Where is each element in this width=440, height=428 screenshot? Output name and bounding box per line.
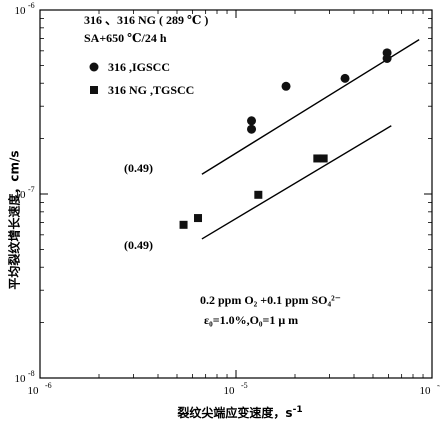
y-tick-label: 10 [15,189,27,201]
y-axis-label: 平均裂纹增长速度，cm/s [7,150,22,290]
y-axis-label-wrap: 平均裂纹增长速度，cm/s [4,120,24,320]
data-point-tgscc [179,220,188,229]
data-point-igscc [247,116,257,126]
data-point-igscc [281,81,291,91]
slope-label-upper: (0.49) [124,161,153,175]
y-tick-label: 10 [15,373,27,385]
legend-marker-square [90,86,98,94]
title-line-2: SA+650 ℃/24 h [84,31,167,45]
x-axis-label-text: 裂纹尖端应变速度， [177,406,286,420]
x-tick-label: 10 [28,385,40,397]
y-tick-exponent: -7 [28,185,35,194]
data-point-igscc [247,124,257,134]
x-axis-unit: s [285,406,293,420]
data-point-igscc [340,73,350,83]
data-point-tgscc [194,214,203,223]
x-tick-exponent: -5 [241,381,248,390]
y-tick-exponent: -6 [28,1,35,10]
legend-marker-circle [89,62,99,72]
title-line-1: 316 、316 NG ( 289 ℃ ) [84,13,208,27]
x-axis-unit-exp: -1 [292,405,303,415]
x-tick-exponent: -4 [437,381,440,390]
condition-line-2: ε₀=1.0%,O₀=1 μ m [204,313,298,327]
x-tick-exponent: -6 [45,381,52,390]
fit-line-igscc [201,39,420,175]
data-point-tgscc [313,154,322,163]
data-point-tgscc [319,154,328,163]
legend-label-tgscc: 316 NG ,TGSCC [108,83,194,97]
fit-line-tgscc [201,125,392,240]
x-tick-label: 10 [420,385,432,397]
y-tick-exponent: -8 [28,369,35,378]
y-tick-label: 10 [15,5,27,17]
condition-line-1: 0.2 ppm O₂ +0.1 ppm SO₄²⁻ [200,293,341,307]
slope-label-lower: (0.49) [124,238,153,252]
x-tick-label: 10 [224,385,236,397]
x-axis-label: 裂纹尖端应变速度，s-1 [140,404,340,421]
data-point-igscc [382,54,392,64]
data-point-tgscc [254,190,263,199]
legend-label-igscc: 316 ,IGSCC [108,60,170,74]
